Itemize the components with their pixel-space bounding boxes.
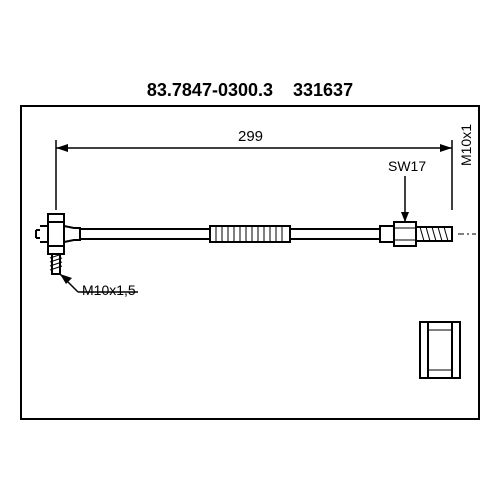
technical-drawing xyxy=(0,0,500,500)
left-fitting xyxy=(36,214,80,274)
detail-socket xyxy=(420,322,460,378)
wrench-size-label: SW17 xyxy=(388,158,426,174)
thread-right-label: M10x1 xyxy=(458,124,474,166)
hose-body xyxy=(80,226,380,242)
dimension-length-value: 299 xyxy=(238,128,263,145)
right-fitting xyxy=(380,222,476,246)
thread-left-label: M10x1,5 xyxy=(82,282,136,298)
dimension-length xyxy=(56,140,452,210)
leader-sw17 xyxy=(401,176,409,222)
